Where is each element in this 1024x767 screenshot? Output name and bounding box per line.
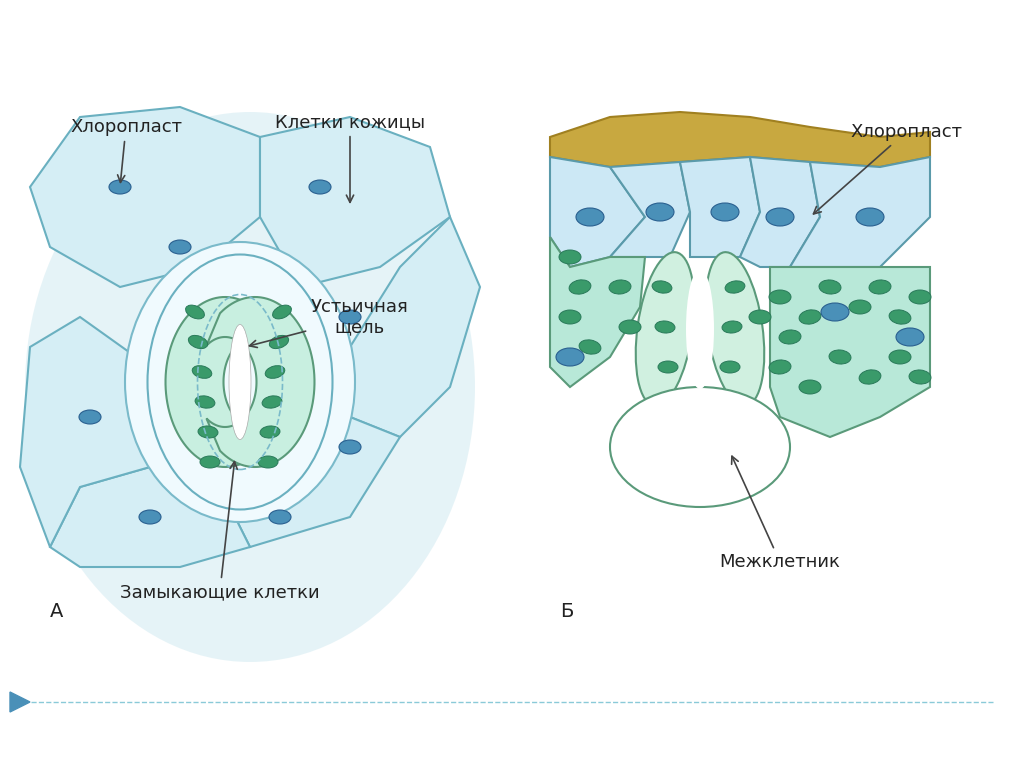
Polygon shape (207, 297, 314, 467)
Ellipse shape (766, 208, 794, 226)
Ellipse shape (109, 180, 131, 194)
Ellipse shape (869, 280, 891, 294)
Ellipse shape (188, 335, 208, 348)
Ellipse shape (185, 305, 205, 319)
Ellipse shape (722, 321, 742, 333)
Ellipse shape (779, 330, 801, 344)
Ellipse shape (569, 280, 591, 295)
Ellipse shape (889, 350, 911, 364)
Text: Межклетник: Межклетник (720, 456, 841, 571)
Polygon shape (550, 237, 645, 387)
Ellipse shape (575, 208, 604, 226)
Ellipse shape (609, 280, 631, 294)
Ellipse shape (269, 335, 289, 348)
Polygon shape (740, 157, 820, 267)
Ellipse shape (260, 426, 280, 438)
Ellipse shape (339, 310, 361, 324)
Ellipse shape (652, 281, 672, 293)
Text: А: А (50, 602, 63, 621)
Text: Клетки кожицы: Клетки кожицы (274, 113, 425, 202)
Ellipse shape (799, 380, 821, 394)
Ellipse shape (706, 252, 764, 406)
Polygon shape (610, 162, 690, 257)
Ellipse shape (889, 310, 911, 324)
Ellipse shape (125, 242, 355, 522)
Ellipse shape (909, 370, 931, 384)
Polygon shape (770, 267, 930, 437)
Text: Б: Б (560, 602, 573, 621)
Ellipse shape (193, 366, 212, 378)
Polygon shape (166, 297, 273, 467)
Ellipse shape (269, 510, 291, 524)
Ellipse shape (646, 203, 674, 221)
Polygon shape (260, 117, 450, 287)
Ellipse shape (580, 340, 601, 354)
Polygon shape (20, 317, 150, 547)
Ellipse shape (799, 310, 821, 324)
Ellipse shape (725, 281, 744, 293)
Ellipse shape (556, 348, 584, 366)
Ellipse shape (196, 396, 215, 408)
Ellipse shape (25, 112, 475, 662)
Ellipse shape (262, 396, 282, 408)
Ellipse shape (272, 305, 292, 319)
Ellipse shape (265, 366, 285, 378)
Ellipse shape (896, 328, 924, 346)
Ellipse shape (79, 410, 101, 424)
Ellipse shape (720, 361, 740, 373)
Ellipse shape (769, 290, 791, 304)
Ellipse shape (309, 180, 331, 194)
Ellipse shape (819, 280, 841, 294)
Text: Устьичная
щель: Устьичная щель (250, 298, 409, 347)
Ellipse shape (769, 360, 791, 374)
Ellipse shape (821, 303, 849, 321)
Ellipse shape (856, 208, 884, 226)
Ellipse shape (229, 324, 251, 439)
Polygon shape (30, 107, 260, 287)
Ellipse shape (636, 252, 694, 406)
Ellipse shape (198, 426, 218, 438)
Ellipse shape (749, 310, 771, 324)
Ellipse shape (658, 361, 678, 373)
Ellipse shape (849, 300, 871, 314)
Ellipse shape (829, 350, 851, 364)
Ellipse shape (559, 310, 581, 324)
Polygon shape (10, 692, 30, 712)
Ellipse shape (618, 320, 641, 334)
Polygon shape (50, 467, 250, 567)
Text: Замыкающие клетки: Замыкающие клетки (120, 462, 319, 601)
Ellipse shape (258, 456, 278, 468)
Polygon shape (790, 157, 930, 267)
Polygon shape (550, 112, 930, 167)
Ellipse shape (909, 290, 931, 304)
Ellipse shape (200, 456, 220, 468)
Text: Хлоропласт: Хлоропласт (813, 123, 962, 214)
Ellipse shape (559, 250, 581, 264)
Ellipse shape (686, 269, 714, 389)
Polygon shape (550, 157, 645, 267)
Polygon shape (220, 417, 400, 547)
Polygon shape (350, 217, 480, 437)
Ellipse shape (610, 387, 790, 507)
Text: Хлоропласт: Хлоропласт (70, 118, 182, 183)
Ellipse shape (339, 440, 361, 454)
Ellipse shape (711, 203, 739, 221)
Polygon shape (680, 157, 760, 257)
Ellipse shape (169, 240, 191, 254)
Ellipse shape (859, 370, 881, 384)
Ellipse shape (655, 321, 675, 333)
Ellipse shape (139, 510, 161, 524)
